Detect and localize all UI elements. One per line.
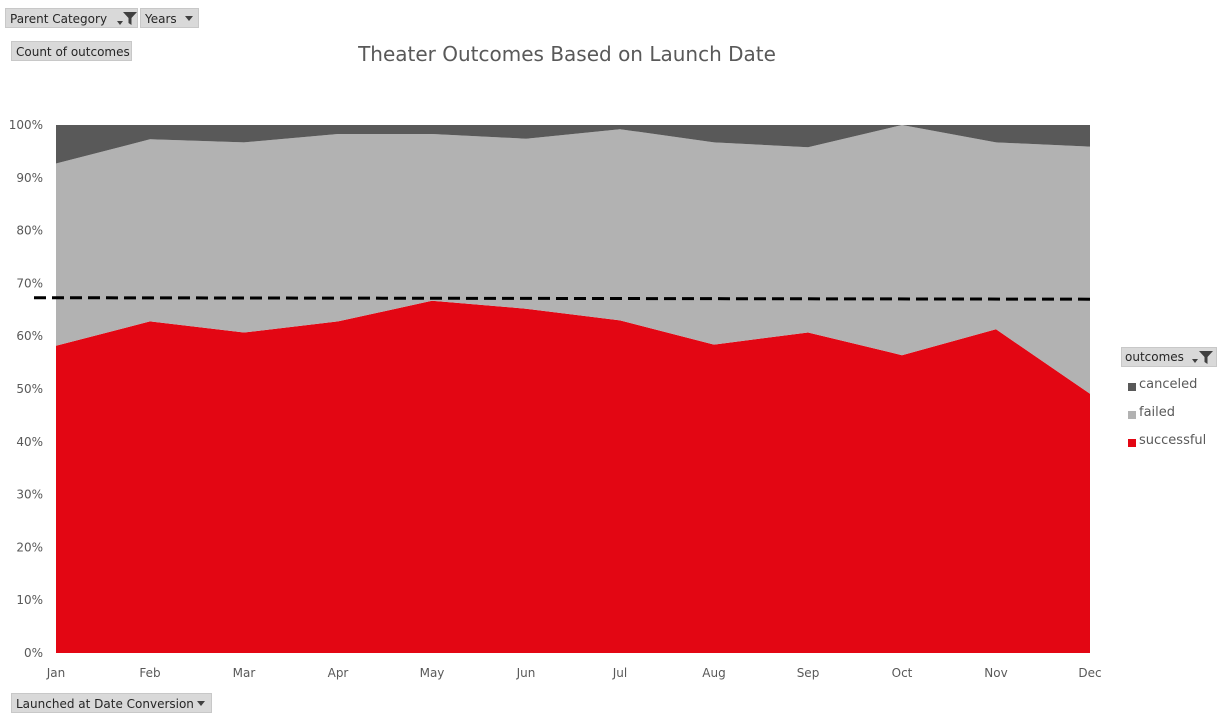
legend-label-successful: successful — [1139, 433, 1207, 448]
parent-category-label: Parent Category — [10, 12, 108, 26]
legend-swatch-successful — [1128, 439, 1136, 447]
dropdown-arrow-icon — [197, 701, 205, 706]
x-tick-label: Dec — [1078, 666, 1101, 680]
legend-swatch-failed — [1128, 411, 1136, 419]
y-tick-label: 100% — [9, 118, 43, 132]
y-tick-label: 10% — [16, 593, 43, 607]
y-tick-label: 90% — [16, 171, 43, 185]
legend: outcomes canceled failed successful — [1121, 347, 1221, 457]
chart-title: Theater Outcomes Based on Launch Date — [358, 42, 776, 66]
x-tick-label: Jul — [612, 666, 627, 680]
y-tick-label: 20% — [16, 540, 43, 554]
legend-item-canceled[interactable]: canceled — [1121, 373, 1221, 401]
launched-at-date-label: Launched at Date Conversion — [16, 697, 194, 711]
y-tick-label: 80% — [16, 224, 43, 238]
legend-label-failed: failed — [1139, 405, 1176, 420]
dropdown-arrow-icon — [185, 16, 193, 21]
count-of-outcomes-label: Count of outcomes — [16, 45, 130, 59]
area-series-canceled — [56, 125, 1090, 164]
y-tick-label: 50% — [16, 382, 43, 396]
x-tick-label: May — [420, 666, 445, 680]
x-tick-label: Aug — [702, 666, 725, 680]
area-series-failed — [56, 125, 1090, 394]
legend-item-successful[interactable]: successful — [1121, 429, 1221, 457]
y-tick-label: 40% — [16, 435, 43, 449]
legend-filter-button[interactable]: outcomes — [1121, 347, 1217, 367]
trendline — [33, 296, 1091, 301]
dropdown-arrow-icon — [1192, 359, 1198, 363]
dropdown-arrow-icon — [117, 21, 123, 25]
y-tick-label: 70% — [16, 276, 43, 290]
launched-at-date-field-button[interactable]: Launched at Date Conversion — [11, 693, 212, 713]
legend-label-canceled: canceled — [1139, 377, 1198, 392]
x-tick-label: Nov — [984, 666, 1007, 680]
x-tick-label: Mar — [233, 666, 256, 680]
y-tick-label: 60% — [16, 329, 43, 343]
x-tick-label: Jan — [46, 666, 66, 680]
filter-icon — [1199, 351, 1213, 364]
years-label: Years — [145, 12, 177, 26]
y-tick-label: 30% — [16, 488, 43, 502]
area-series-successful — [56, 300, 1090, 653]
x-tick-label: Oct — [892, 666, 913, 680]
x-tick-label: Feb — [139, 666, 160, 680]
legend-item-failed[interactable]: failed — [1121, 401, 1221, 429]
x-tick-label: Sep — [797, 666, 820, 680]
x-tick-label: Apr — [328, 666, 349, 680]
x-tick-label: Jun — [516, 666, 536, 680]
parent-category-filter-button[interactable]: Parent Category — [5, 8, 138, 28]
y-tick-label: 0% — [24, 646, 43, 660]
filter-icon — [123, 12, 137, 25]
count-of-outcomes-field[interactable]: Count of outcomes — [11, 41, 132, 61]
legend-swatch-canceled — [1128, 383, 1136, 391]
legend-title-label: outcomes — [1125, 350, 1184, 364]
years-filter-button[interactable]: Years — [140, 8, 199, 28]
